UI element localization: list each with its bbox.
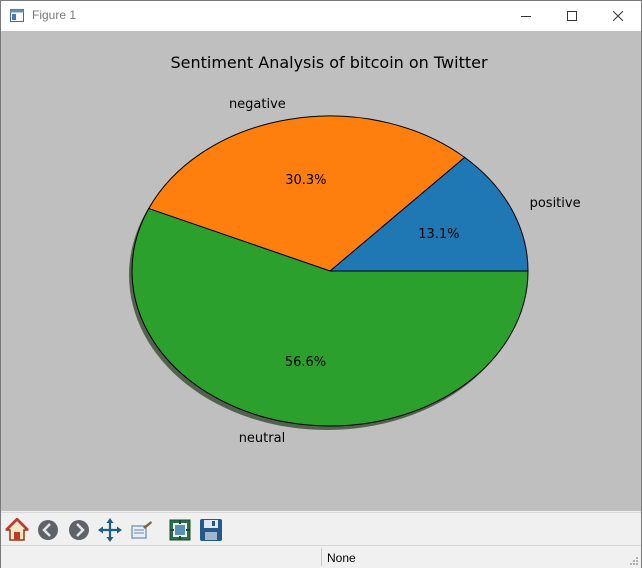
pie-category-label-negative: negative [229,97,286,112]
forward-button[interactable] [66,517,92,543]
minimize-icon [521,16,531,17]
pie-category-label-positive: positive [530,196,581,211]
maximize-icon [567,11,577,21]
resize-grip-icon[interactable] [629,556,639,566]
figure-canvas[interactable]: Sentiment Analysis of bitcoin on Twitter… [1,31,641,511]
forward-arrow-icon [69,520,89,540]
move-icon [98,518,122,542]
zoom-rect-icon [131,521,152,539]
chart-title: Sentiment Analysis of bitcoin on Twitter [170,53,488,72]
status-message: None [327,551,356,565]
back-arrow-icon [38,520,58,540]
status-divider [321,548,322,566]
home-icon [5,518,29,541]
pie-slice-negative [148,115,466,272]
save-icon [200,519,222,541]
configure-subplots-button[interactable] [167,517,193,543]
status-bar: None [1,545,641,568]
pie-slice-neutral [131,207,529,427]
pie-value-label-positive: 13.1% [418,227,459,242]
navigation-toolbar [1,512,641,545]
close-button[interactable] [595,1,641,31]
zoom-button[interactable] [128,517,154,543]
pie-value-label-neutral: 56.6% [285,355,326,370]
title-bar[interactable]: Figure 1 [1,1,641,31]
pie-value-label-negative: 30.3% [285,173,326,188]
window-title: Figure 1 [32,8,77,22]
pie-category-label-neutral: neutral [239,431,286,446]
figure-app-icon [10,9,24,22]
pie-chart: Sentiment Analysis of bitcoin on Twitter… [129,53,581,446]
subplots-icon [169,519,191,541]
home-button[interactable] [4,517,30,543]
close-icon [613,11,623,21]
maximize-button[interactable] [549,1,595,31]
save-button[interactable] [198,517,224,543]
pan-button[interactable] [97,517,123,543]
pie-slice-positive [328,156,529,272]
back-button[interactable] [35,517,61,543]
minimize-button[interactable] [503,1,549,31]
